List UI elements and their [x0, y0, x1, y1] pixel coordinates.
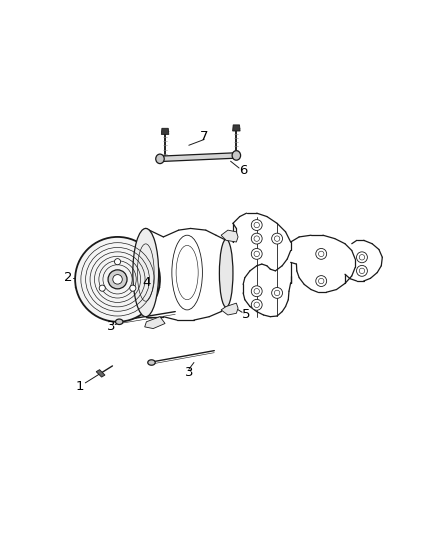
- Text: 4: 4: [142, 276, 151, 289]
- Circle shape: [272, 233, 283, 244]
- Text: 2: 2: [64, 271, 73, 284]
- Ellipse shape: [116, 319, 123, 325]
- Ellipse shape: [130, 285, 136, 291]
- Polygon shape: [161, 128, 169, 134]
- Ellipse shape: [108, 270, 127, 289]
- Circle shape: [272, 287, 283, 298]
- Ellipse shape: [114, 259, 120, 265]
- Text: 7: 7: [200, 130, 208, 143]
- Ellipse shape: [232, 151, 240, 160]
- Text: 5: 5: [242, 309, 251, 321]
- Polygon shape: [221, 230, 238, 242]
- Circle shape: [251, 220, 262, 230]
- Ellipse shape: [219, 239, 233, 307]
- Ellipse shape: [148, 360, 155, 365]
- Circle shape: [251, 248, 262, 260]
- Circle shape: [357, 252, 367, 263]
- Circle shape: [251, 286, 262, 297]
- Ellipse shape: [156, 154, 164, 164]
- Polygon shape: [160, 153, 237, 161]
- Circle shape: [251, 233, 262, 244]
- Ellipse shape: [75, 237, 160, 322]
- Text: 3: 3: [106, 320, 115, 333]
- Ellipse shape: [113, 274, 122, 284]
- Text: 3: 3: [184, 366, 193, 379]
- Text: 1: 1: [76, 380, 85, 393]
- Circle shape: [316, 248, 327, 260]
- Polygon shape: [233, 125, 240, 131]
- Ellipse shape: [133, 229, 159, 317]
- Circle shape: [316, 276, 327, 286]
- Polygon shape: [221, 303, 238, 315]
- Ellipse shape: [99, 285, 105, 291]
- Circle shape: [251, 300, 262, 310]
- Text: 6: 6: [239, 164, 247, 177]
- Polygon shape: [145, 317, 165, 328]
- Polygon shape: [96, 370, 105, 377]
- Circle shape: [357, 265, 367, 276]
